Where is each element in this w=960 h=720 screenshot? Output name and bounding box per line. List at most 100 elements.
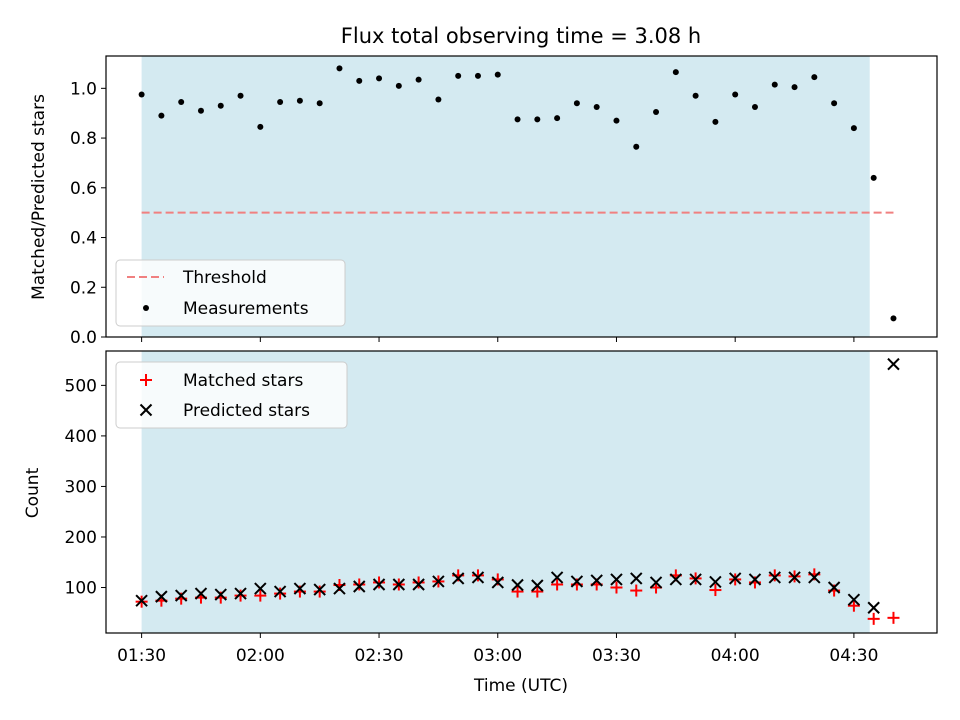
top-y-tick-label: 0.4 [70,229,97,249]
measurement-point [197,107,204,114]
predicted-star-point [709,575,722,589]
bottom-plot-frame [105,350,938,634]
legend-measurements-label: Measurements [183,299,309,319]
measurement-point [751,103,758,110]
measurement-point [336,65,343,72]
bottom-y-axis-label: Count [23,467,43,518]
legend-predicted-swatch [139,403,153,417]
bottom-y-tick-label: 200 [65,528,97,548]
measurement-point [217,102,224,109]
measurement-point [712,118,719,125]
matched-star-point [630,584,643,597]
matched-star-point [847,599,860,612]
measurement-point [474,72,481,79]
bottom-y-tick-label: 300 [65,477,97,497]
predicted-star-point [649,576,663,589]
measurement-point [811,74,818,81]
legend-matched-swatch [140,374,152,386]
measurement-point [494,71,501,78]
predicted-star-point [135,594,148,607]
predicted-star-point [669,573,683,586]
predicted-star-point [630,572,643,585]
matched-star-point [373,576,386,589]
bottom-legend [115,361,348,429]
measurement-point [138,91,145,98]
x-tick-label: 03:00 [473,646,522,666]
x-axis-label: Time (UTC) [473,676,568,696]
top-plot-frame [105,55,938,338]
predicted-star-point [610,573,623,586]
legend-predicted-label: Predicted stars [183,401,310,421]
top-y-tick-label: 0.0 [70,328,97,348]
measurement-point [554,115,561,122]
measurement-point [831,100,838,107]
predicted-star-point [234,587,247,600]
measurement-point [653,108,660,115]
measurement-point [237,92,244,99]
bottom-y-tick-label: 100 [65,579,97,599]
predicted-star-point [392,578,406,591]
predicted-star-point [372,578,386,591]
predicted-star-point [847,593,861,606]
x-tick-label: 03:30 [592,646,641,666]
measurement-point [613,117,620,124]
predicted-star-point [491,576,504,589]
measurement-point [178,99,185,106]
predicted-star-point [313,583,326,596]
legend-matched-label: Matched stars [183,371,303,391]
matched-star-point [234,589,247,602]
matched-star-point [313,585,326,598]
predicted-star-point [471,571,485,584]
predicted-star-point [887,357,900,371]
x-tick-label: 04:00 [711,646,760,666]
predicted-star-point [590,574,603,587]
x-tick-label: 02:00 [236,646,285,666]
matched-star-point [353,578,366,591]
top-legend [115,259,346,327]
x-tick-label: 02:30 [355,646,404,666]
predicted-star-point [293,582,307,595]
measurement-point [593,103,600,110]
predicted-star-point [550,571,564,584]
measurement-point [672,69,679,76]
predicted-star-point [333,582,346,595]
predicted-star-point [511,578,524,592]
measurement-point [850,125,857,132]
predicted-star-point [412,578,425,591]
bottom-y-tick-label: 400 [65,427,97,447]
legend-measurements-swatch [143,305,149,311]
measurement-point [455,72,462,79]
legend-threshold-label: Threshold [182,268,267,288]
matched-star-point [274,587,287,600]
matched-star-point [531,585,544,598]
matched-star-point [709,584,722,597]
predicted-star-point [788,571,801,584]
measurement-point [158,112,165,119]
measurement-point [771,81,778,88]
predicted-star-point [531,579,544,592]
predicted-star-point [353,580,366,593]
predicted-star-point [689,573,702,586]
predicted-star-point [867,601,880,614]
predicted-star-point [432,575,445,588]
predicted-star-point [273,585,287,598]
measurement-point [376,75,383,82]
measurement-point [296,97,303,104]
predicted-star-point [728,572,742,585]
matched-star-point [511,585,524,598]
matched-star-point [768,569,781,582]
chart-title: Flux total observing time = 3.08 h [341,24,701,48]
matched-star-point [551,578,564,591]
measurement-point [791,84,798,91]
measurement-point [257,123,264,130]
x-tick-label: 04:30 [829,646,878,666]
measurement-point [573,100,580,107]
top-y-tick-label: 0.6 [70,179,97,199]
measurement-point [732,91,739,98]
measurement-point [692,92,699,99]
measurement-point [395,82,402,89]
measurement-point [633,143,640,150]
predicted-star-point [451,572,465,585]
predicted-star-point [827,581,841,594]
